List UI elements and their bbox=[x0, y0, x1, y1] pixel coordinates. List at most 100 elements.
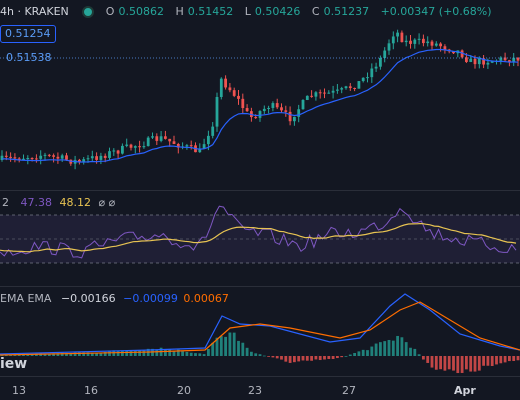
macd-histogram-bar bbox=[323, 356, 326, 360]
macd-histogram-bar bbox=[439, 356, 442, 370]
candle-body bbox=[353, 88, 356, 90]
macd-histogram-bar bbox=[366, 350, 369, 356]
macd-histogram-bar bbox=[361, 349, 365, 356]
macd-histogram-bar bbox=[516, 356, 520, 361]
macd-histogram-bar bbox=[262, 355, 266, 357]
candle-body bbox=[228, 87, 232, 91]
rsi-ma-line bbox=[0, 222, 517, 253]
candle-body bbox=[198, 148, 202, 153]
macd-histogram-bar bbox=[211, 342, 215, 356]
candle-body bbox=[284, 110, 288, 112]
candle-body bbox=[340, 88, 344, 90]
macd-histogram-bar bbox=[490, 356, 494, 366]
candle-body bbox=[26, 157, 30, 159]
macd-histogram-bar bbox=[271, 356, 275, 358]
macd-histogram-bar bbox=[353, 353, 356, 356]
macd-histogram-bar bbox=[198, 353, 202, 356]
macd-histogram-bar bbox=[125, 350, 129, 356]
candle-body bbox=[499, 57, 503, 61]
macd-histogram-bar bbox=[495, 356, 498, 365]
rsi-empty-icons: ⌀ ⌀ bbox=[98, 196, 116, 209]
candle-body bbox=[370, 68, 374, 78]
candle-body bbox=[482, 58, 485, 65]
macd-histogram-bar bbox=[426, 356, 430, 363]
candle-body bbox=[9, 156, 12, 158]
candle-body bbox=[39, 155, 43, 159]
candle-body bbox=[275, 103, 279, 108]
macd-histogram-bar bbox=[22, 354, 25, 356]
macd-histogram-bar bbox=[452, 356, 455, 371]
high-value: 0.51452 bbox=[187, 5, 234, 18]
candle-body bbox=[310, 95, 313, 97]
candle-body bbox=[224, 78, 227, 88]
macd-histogram-bar bbox=[26, 354, 30, 356]
candle-body bbox=[95, 156, 98, 160]
candle-body bbox=[323, 92, 326, 94]
close-value: 0.51237 bbox=[323, 5, 370, 18]
candle-body bbox=[503, 57, 507, 61]
macd-histogram-bar bbox=[103, 351, 107, 356]
price-pane[interactable] bbox=[0, 0, 520, 190]
macd-histogram-bar bbox=[207, 348, 210, 356]
current-price-tag: 0.51254 bbox=[0, 25, 56, 43]
macd-line bbox=[0, 293, 520, 355]
pane-divider-2[interactable] bbox=[0, 286, 520, 287]
status-dot-icon[interactable] bbox=[82, 6, 95, 18]
macd-histogram-bar bbox=[469, 356, 473, 372]
macd-histogram-bar bbox=[465, 356, 468, 370]
rsi-chart[interactable] bbox=[0, 190, 520, 286]
macd-pane[interactable] bbox=[0, 286, 520, 376]
macd-histogram-bar bbox=[460, 356, 464, 373]
macd-histogram-bar bbox=[172, 350, 176, 356]
macd-histogram-bar bbox=[189, 352, 193, 356]
macd-histogram-bar bbox=[73, 352, 77, 356]
macd-histogram-bar bbox=[314, 356, 318, 360]
candle-body bbox=[232, 90, 236, 96]
macd-histogram-bar bbox=[138, 350, 141, 356]
candle-body bbox=[164, 136, 167, 139]
macd-histogram-bar bbox=[310, 356, 313, 361]
candle-body bbox=[396, 32, 399, 37]
rsi-pane[interactable] bbox=[0, 190, 520, 286]
candle-body bbox=[22, 158, 25, 161]
macd-chart[interactable] bbox=[0, 286, 520, 376]
macd-histogram-bar bbox=[176, 349, 180, 356]
x-tick-13: 13 bbox=[12, 384, 26, 397]
candle-body bbox=[422, 38, 425, 44]
candle-body bbox=[383, 50, 387, 58]
candle-body bbox=[417, 38, 421, 40]
macd-histogram-bar bbox=[340, 356, 344, 358]
price-chart[interactable] bbox=[0, 0, 520, 190]
candle-body bbox=[13, 157, 17, 159]
candle-body bbox=[508, 60, 511, 63]
candle-body bbox=[125, 144, 129, 146]
macd-histogram-bar bbox=[288, 356, 292, 363]
candle-body bbox=[207, 135, 210, 145]
candle-body bbox=[35, 158, 38, 160]
x-tick-27: 27 bbox=[342, 384, 356, 397]
candle-body bbox=[133, 146, 137, 148]
pane-divider-1[interactable] bbox=[0, 190, 520, 191]
candle-body bbox=[490, 61, 494, 63]
candle-body bbox=[336, 89, 339, 91]
macd-histogram-bar bbox=[202, 354, 206, 356]
candle-body bbox=[56, 156, 60, 159]
low-label: L bbox=[244, 5, 251, 18]
interval-exchange[interactable]: 4h · KRAKEN bbox=[0, 5, 69, 18]
candle-body bbox=[176, 143, 180, 148]
macd-histogram-bar bbox=[499, 356, 503, 364]
candle-body bbox=[288, 111, 292, 122]
candle-body bbox=[112, 150, 116, 152]
axis-divider bbox=[0, 376, 520, 377]
candle-body bbox=[305, 95, 309, 100]
candle-body bbox=[460, 50, 464, 58]
macd-histogram-bar bbox=[508, 356, 511, 362]
macd-histogram-bar bbox=[237, 340, 240, 356]
macd-histogram-bar bbox=[164, 349, 167, 356]
macd-histogram-bar bbox=[275, 356, 279, 359]
candle-body bbox=[361, 77, 365, 82]
candle-body bbox=[146, 137, 150, 147]
candle-body bbox=[189, 145, 193, 147]
macd-histogram-bar bbox=[486, 356, 490, 366]
candle-body bbox=[426, 41, 430, 44]
